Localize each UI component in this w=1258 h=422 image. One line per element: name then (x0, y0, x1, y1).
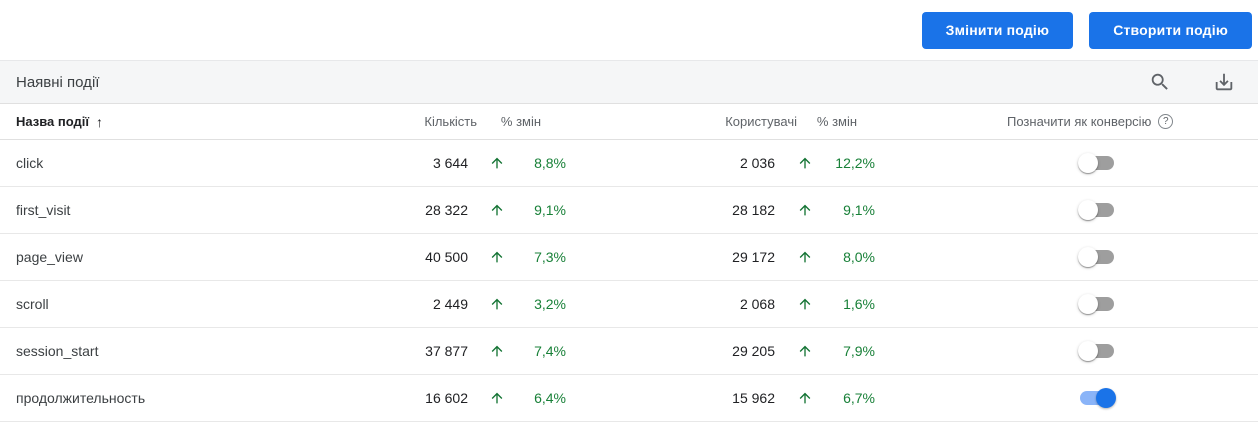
card-header: Наявні події (0, 60, 1258, 104)
toggle-knob (1096, 388, 1116, 408)
conversion-toggle-cell (875, 199, 1258, 221)
card-title: Наявні події (16, 73, 100, 91)
event-count-change: 3,2% (534, 296, 566, 312)
trend-up-icon (775, 249, 835, 265)
trend-up-icon (775, 390, 835, 406)
event-name: продолжительность (16, 390, 146, 406)
column-header-users[interactable]: Користувачі (725, 114, 797, 129)
toggle-knob (1078, 341, 1098, 361)
event-users-change: 7,9% (843, 343, 875, 359)
table-body: click 3 644 8,8% 2 036 12,2% first_visit 28 32… (0, 140, 1258, 422)
card-header-icons (1148, 70, 1236, 94)
create-event-button[interactable]: Створити подію (1089, 11, 1252, 49)
sort-ascending-icon: ↑ (96, 113, 104, 130)
conversion-toggle-cell (875, 387, 1258, 409)
conversion-toggle[interactable] (1078, 199, 1116, 221)
toggle-knob (1078, 294, 1098, 314)
column-header-mark-as-conversion-label: Позначити як конверсію (1007, 114, 1152, 129)
toggle-knob (1078, 247, 1098, 267)
event-users-change: 9,1% (843, 202, 875, 218)
modify-event-button[interactable]: Змінити подію (921, 11, 1074, 49)
event-count: 16 602 (425, 390, 468, 406)
event-users: 29 205 (732, 343, 775, 359)
table-row: scroll 2 449 3,2% 2 068 1,6% (0, 281, 1258, 328)
toggle-knob (1078, 153, 1098, 173)
trend-up-icon (775, 296, 835, 312)
table-row: click 3 644 8,8% 2 036 12,2% (0, 140, 1258, 187)
event-count-change: 9,1% (534, 202, 566, 218)
table-row: first_visit 28 322 9,1% 28 182 9,1% (0, 187, 1258, 234)
event-users: 2 036 (739, 155, 775, 171)
event-count-change: 7,4% (534, 343, 566, 359)
search-icon[interactable] (1148, 70, 1172, 94)
event-users-change: 6,7% (843, 390, 875, 406)
event-count-change: 6,4% (534, 390, 566, 406)
table-row: продолжительность 16 602 6,4% 15 962 6,7% (0, 375, 1258, 422)
download-icon[interactable] (1212, 70, 1236, 94)
event-users: 15 962 (732, 390, 775, 406)
event-users: 29 172 (732, 249, 775, 265)
column-header-count[interactable]: Кількість (424, 114, 477, 129)
event-name: session_start (16, 343, 99, 359)
column-header-users-change[interactable]: % змін (816, 114, 858, 129)
trend-up-icon (775, 202, 835, 218)
conversion-toggle[interactable] (1078, 293, 1116, 315)
conversion-toggle-cell (875, 293, 1258, 315)
event-count: 28 322 (425, 202, 468, 218)
event-name: scroll (16, 296, 49, 312)
column-header-event-name[interactable]: Назва події ↑ (16, 114, 268, 130)
trend-up-icon (468, 296, 526, 312)
help-icon[interactable]: ? (1158, 114, 1174, 129)
table-row: page_view 40 500 7,3% 29 172 8,0% (0, 234, 1258, 281)
table-header-row: Назва події ↑ Кількість % змін Користува… (0, 104, 1258, 140)
event-users-change: 1,6% (843, 296, 875, 312)
event-users-change: 8,0% (843, 249, 875, 265)
event-count: 3 644 (432, 155, 468, 171)
conversion-toggle-cell (875, 246, 1258, 268)
trend-up-icon (775, 343, 835, 359)
trend-up-icon (468, 390, 526, 406)
conversion-toggle[interactable] (1078, 387, 1116, 409)
column-header-mark-as-conversion: Позначити як конверсію ? (875, 114, 1258, 129)
top-action-bar: Змінити подію Створити подію (0, 0, 1258, 60)
column-header-count-change[interactable]: % змін (500, 114, 542, 129)
trend-up-icon (468, 343, 526, 359)
event-count: 40 500 (425, 249, 468, 265)
conversion-toggle-cell (875, 340, 1258, 362)
event-users-change: 12,2% (835, 155, 875, 171)
event-users: 2 068 (739, 296, 775, 312)
conversion-toggle[interactable] (1078, 340, 1116, 362)
event-count-change: 7,3% (534, 249, 566, 265)
table-row: session_start 37 877 7,4% 29 205 7,9% (0, 328, 1258, 375)
event-users: 28 182 (732, 202, 775, 218)
toggle-knob (1078, 200, 1098, 220)
trend-up-icon (775, 155, 835, 171)
event-name: click (16, 155, 44, 171)
event-count: 37 877 (425, 343, 468, 359)
event-count: 2 449 (432, 296, 468, 312)
trend-up-icon (468, 249, 526, 265)
trend-up-icon (468, 155, 526, 171)
column-header-event-name-label: Назва події (16, 114, 90, 129)
event-name: page_view (16, 249, 83, 265)
event-name: first_visit (16, 202, 71, 218)
trend-up-icon (468, 202, 526, 218)
event-count-change: 8,8% (534, 155, 566, 171)
conversion-toggle[interactable] (1078, 246, 1116, 268)
conversion-toggle[interactable] (1078, 152, 1116, 174)
conversion-toggle-cell (875, 152, 1258, 174)
